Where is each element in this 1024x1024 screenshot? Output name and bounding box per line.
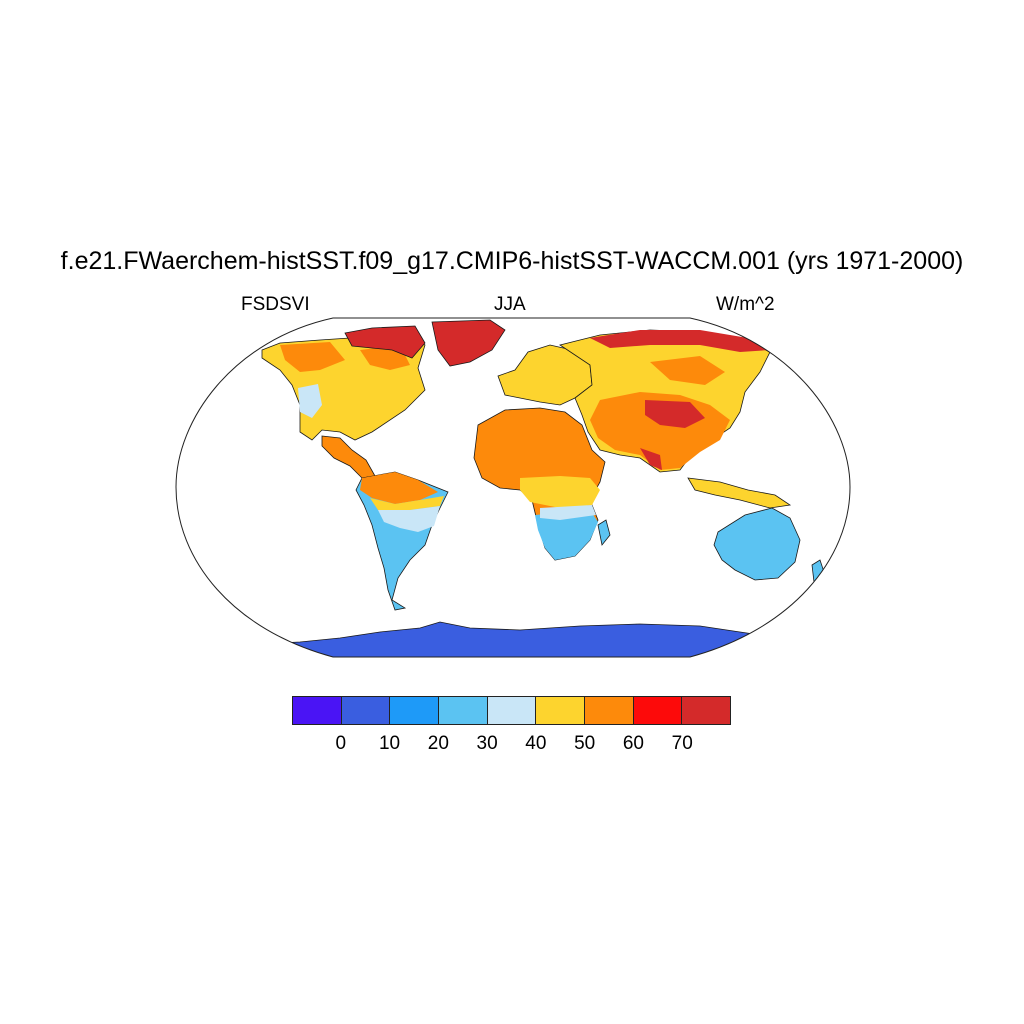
colorbar-tick-label: 40 bbox=[525, 733, 547, 754]
colorbar-tick-label: 60 bbox=[622, 733, 645, 754]
africa-central bbox=[520, 476, 600, 508]
colorbar-box bbox=[486, 696, 537, 725]
australia-region bbox=[713, 507, 801, 581]
colorbar-tick-label: 0 bbox=[335, 733, 347, 754]
colorbar-box bbox=[632, 696, 683, 725]
canadian-arctic bbox=[344, 325, 426, 359]
colorbar-box bbox=[438, 696, 488, 725]
asia-red bbox=[640, 400, 705, 470]
south-america-cool bbox=[378, 506, 440, 532]
colorbar-box bbox=[535, 696, 586, 725]
africa-south-light bbox=[540, 505, 596, 520]
africa-south bbox=[535, 510, 598, 560]
colorbar-box bbox=[292, 696, 342, 725]
antarctica-region bbox=[176, 621, 850, 657]
units-label: W/m^2 bbox=[716, 294, 775, 315]
south-america-band bbox=[370, 496, 444, 510]
variable-label: FSDSVI bbox=[241, 294, 310, 315]
greenland-region bbox=[431, 319, 506, 367]
colorbar-tick-label: 20 bbox=[427, 733, 449, 754]
south-america-north bbox=[360, 472, 438, 504]
colorbar-box bbox=[584, 696, 634, 725]
colorbar bbox=[292, 696, 732, 725]
north-america-hot bbox=[280, 342, 410, 372]
colorbar-tick-label: 50 bbox=[574, 733, 596, 754]
map-boundary bbox=[175, 317, 851, 658]
colorbar-box bbox=[389, 696, 440, 725]
colorbar-tick-label: 70 bbox=[671, 733, 693, 754]
arctic-russia bbox=[590, 330, 770, 352]
plot-title: f.e21.FWaerchem-histSST.f09_g17.CMIP6-hi… bbox=[60, 247, 964, 275]
central-america-region bbox=[321, 435, 376, 479]
colorbar-box bbox=[681, 696, 732, 725]
colorbar-box bbox=[340, 696, 391, 725]
colorbar-tick-label: 30 bbox=[476, 733, 498, 754]
madagascar-region bbox=[597, 519, 611, 546]
season-label: JJA bbox=[494, 294, 526, 315]
us-west-cool bbox=[298, 384, 322, 418]
indonesia-region bbox=[687, 477, 792, 509]
colorbar-tick-label: 10 bbox=[378, 733, 401, 754]
